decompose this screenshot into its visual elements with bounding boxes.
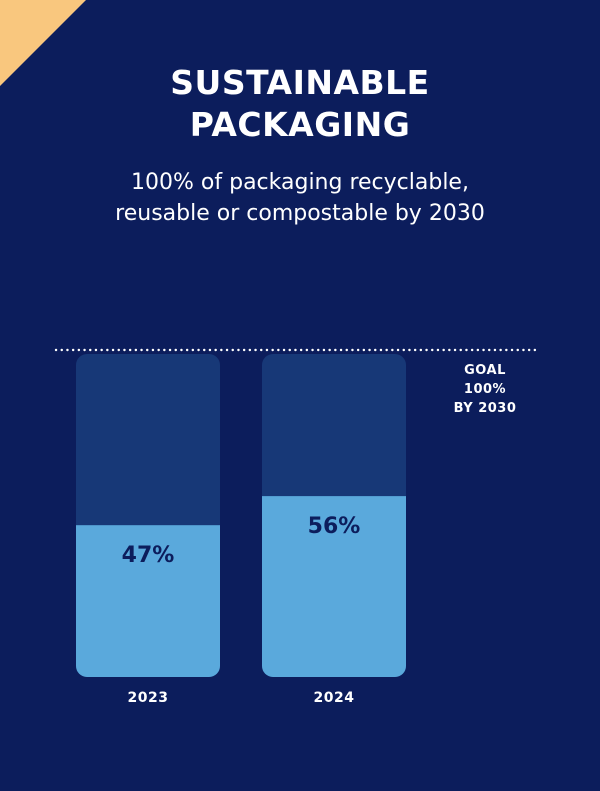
goal-label-line-2: 100% xyxy=(463,382,507,397)
value-label-2023: 47% xyxy=(122,543,175,568)
subtitle-line-1: 100% of packaging recyclable, xyxy=(131,170,469,195)
value-label-2024: 56% xyxy=(308,514,361,539)
chart-subtitle: 100% of packaging recyclable, reusable o… xyxy=(0,167,600,229)
goal-label-line-3: BY 2030 xyxy=(453,401,517,416)
bar-2024 xyxy=(262,496,406,677)
corner-accent xyxy=(0,0,86,86)
x-tick-label-2023: 2023 xyxy=(128,690,169,706)
goal-label: GOAL 100% BY 2030 xyxy=(430,361,540,418)
x-tick-label-2024: 2024 xyxy=(314,690,355,706)
chart-title-line-1: SUSTAINABLE xyxy=(170,63,430,102)
goal-label-line-1: GOAL xyxy=(464,363,506,378)
bar-2023 xyxy=(76,525,220,677)
subtitle-line-2: reusable or compostable by 2030 xyxy=(115,201,485,226)
chart-title-line-2: PACKAGING xyxy=(189,105,411,144)
